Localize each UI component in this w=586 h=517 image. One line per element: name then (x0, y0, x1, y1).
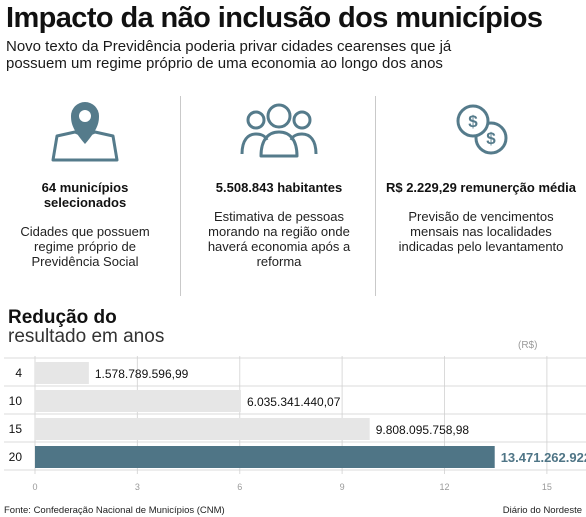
bar (35, 390, 241, 412)
coins-icon: $ $ (456, 104, 508, 155)
svg-text:$: $ (486, 129, 496, 148)
stat-card-remuneracao: $ $ R$ 2.229,29 remunerção média Previsã… (384, 96, 578, 254)
x-tick-label: 12 (439, 482, 449, 492)
svg-text:$: $ (468, 112, 478, 131)
category-label: 10 (9, 394, 23, 408)
stat-card-habitantes: 5.508.843 habitantes Estimativa de pesso… (194, 96, 364, 269)
stat-value: 64 municípios selecionados (41, 180, 129, 210)
bar-chart: 4 1.578.789.596,99 10 6.035.341.440,07 15 9.8… (4, 356, 586, 492)
x-tick-label: 6 (237, 482, 242, 492)
bar (35, 418, 370, 440)
stat-value: R$ 2.229,29 remunerção média (385, 180, 577, 195)
data-label: 1.578.789.596,99 (95, 367, 189, 381)
stat-value: 5.508.843 habitantes (215, 180, 343, 195)
divider (180, 96, 181, 296)
chart-subtitle: resultado em anos (8, 326, 165, 347)
divider (375, 96, 376, 296)
data-label: 9.808.095.758,98 (376, 423, 470, 437)
page-subtitle: Novo texto da Previdência poderia privar… (6, 38, 452, 72)
credit: Diário do Nordeste (502, 505, 582, 516)
x-tick-label: 3 (135, 482, 140, 492)
page-title: Impacto da não inclusão dos municípios (6, 2, 543, 34)
stat-description: Cidades que possuem regime próprio de Pr… (20, 224, 150, 269)
stat-description: Previsão de vencimentos mensais nas loca… (398, 209, 564, 254)
stat-description: Estimativa de pessoas morando na região … (207, 209, 351, 269)
category-label: 20 (9, 450, 23, 464)
stat-card-municipios: 64 municípios selecionados Cidades que p… (0, 96, 170, 269)
people-icon (240, 103, 318, 158)
category-label: 4 (15, 366, 22, 380)
chart-title: Redução do (8, 307, 117, 328)
chart-unit: (R$) (518, 340, 538, 351)
x-tick-label: 0 (32, 482, 37, 492)
map-pin-icon (51, 102, 119, 162)
category-label: 15 (9, 422, 23, 436)
bar (35, 446, 495, 468)
x-tick-label: 9 (340, 482, 345, 492)
bar (35, 362, 89, 384)
data-label: 6.035.341.440,07 (247, 395, 341, 409)
data-label: 13.471.262.922,79 (501, 450, 586, 465)
source-note: Fonte: Confederação Nacional de Municípi… (4, 505, 225, 516)
x-tick-label: 15 (542, 482, 552, 492)
